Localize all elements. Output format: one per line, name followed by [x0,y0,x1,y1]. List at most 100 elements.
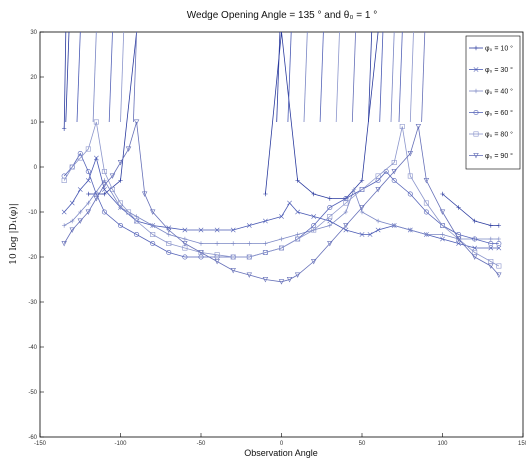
data-point [198,227,204,233]
data-point [86,200,91,206]
data-point [262,218,268,224]
singularity-branch [319,32,324,123]
singularity-branch [379,32,384,123]
data-point [102,191,107,197]
data-point [262,277,269,283]
data-point [118,205,123,210]
y-tick-label: -10 [28,210,37,216]
data-point [375,173,381,179]
data-point [77,155,83,161]
data-point [423,209,429,215]
singularity-branch [398,32,403,123]
singularity-branch [390,32,395,123]
data-point [93,196,100,202]
data-point [102,178,107,183]
singularity-branch [65,32,70,123]
data-point [141,191,148,197]
data-point [496,245,502,251]
data-point [408,227,413,233]
data-point [439,223,445,229]
data-point [392,223,397,228]
data-point [488,263,494,269]
data-point [126,209,132,215]
data-point [214,259,220,265]
data-point [472,254,478,260]
data-point [327,214,333,220]
data-point [424,232,429,237]
data-point [311,191,316,197]
data-point [440,191,445,197]
data-point [69,200,75,206]
y-tick-label: 30 [30,30,37,36]
data-point [391,178,397,184]
data-point [351,187,357,192]
y-axis-label: 10 log |D₁(φ)| [8,203,19,264]
data-point [391,160,397,166]
data-point [367,232,373,237]
legend-box [465,35,521,170]
y-ticks: -60 -50 -40 -30 -20 -10 0 10 20 30 [28,30,44,441]
data-point [375,227,381,233]
data-point [118,178,123,183]
data-point [295,178,300,183]
data-point [407,151,413,157]
legend-label: φ₀ = 60 ° [485,109,513,117]
data-point [473,110,479,116]
data-point [407,191,413,197]
data-point [423,178,430,184]
data-point [262,250,268,256]
data-point [85,209,91,215]
data-point [391,169,397,175]
data-point [473,67,479,72]
data-point [166,250,172,256]
x-tick-label: -150 [34,441,47,447]
data-point [150,241,156,247]
data-point [214,252,220,258]
data-point [263,191,268,197]
data-point [78,209,83,215]
data-point [472,236,478,242]
legend-label: φ₀ = 40 ° [485,88,513,96]
data-point [375,218,381,224]
data-point [359,178,365,183]
data-point [77,187,83,192]
legend-label: φ₀ = 10 ° [485,45,513,53]
data-point [311,227,317,233]
x-tick-label: -50 [197,441,206,447]
data-point [327,196,332,201]
y-tick-label: -30 [28,300,37,306]
data-point [359,232,365,237]
data-point [496,263,502,269]
data-point [327,218,333,224]
data-point [70,218,75,224]
data-point [343,223,349,229]
data-point [455,236,462,242]
data-point [101,169,107,175]
singularity-branch [351,32,356,123]
data-point [496,272,502,278]
legend-label: φ₀ = 30 ° [485,66,513,74]
data-point [359,209,365,215]
data-point [134,218,140,224]
data-point [311,259,317,265]
legend-entry: φ₀ = 60 ° [469,109,513,117]
data-point [456,241,462,246]
data-point [61,209,67,215]
singularity-branch [133,32,137,123]
data-point [230,268,236,274]
data-point [263,241,268,246]
y-tick-label: -20 [28,255,37,261]
data-point [230,227,236,233]
data-point [93,155,99,161]
data-point [488,245,494,251]
data-point [473,88,479,94]
data-point [69,164,75,170]
data-point [166,241,172,247]
data-point [279,236,284,242]
data-point [134,232,140,238]
legend-label: φ₀ = 90 ° [485,152,513,160]
data-point [133,119,140,125]
legend-entry: φ₀ = 80 ° [469,131,513,139]
data-point [182,254,188,260]
